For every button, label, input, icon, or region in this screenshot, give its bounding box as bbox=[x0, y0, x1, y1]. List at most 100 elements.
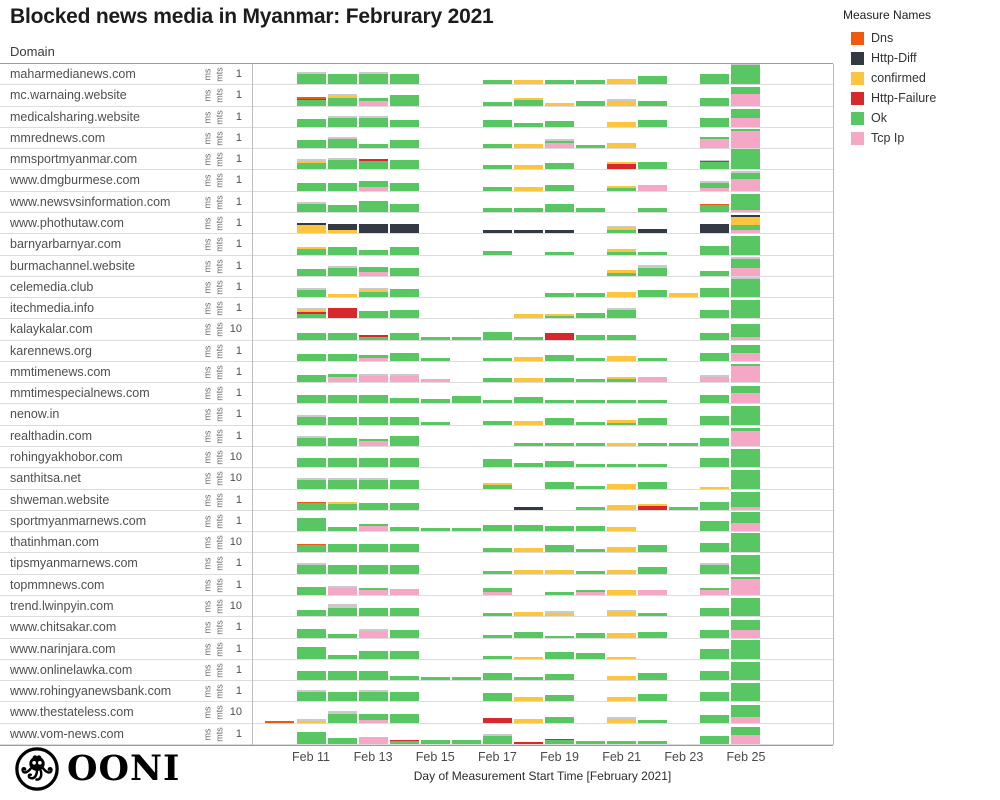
bar-segment-cf[interactable] bbox=[607, 228, 637, 231]
bar-segment-cf[interactable] bbox=[607, 269, 637, 273]
bar-feb11[interactable] bbox=[296, 332, 326, 340]
bar-segment-ok[interactable] bbox=[700, 648, 730, 659]
bar-segment-ok[interactable] bbox=[700, 438, 730, 447]
bar-feb21[interactable] bbox=[607, 697, 637, 702]
bar-segment-cf[interactable] bbox=[545, 569, 575, 574]
bar-segment-hf[interactable] bbox=[296, 98, 326, 100]
bar-segment-ok[interactable] bbox=[482, 548, 512, 553]
bar-feb25[interactable] bbox=[731, 364, 761, 383]
bar-feb14[interactable] bbox=[389, 502, 419, 510]
bar-feb25[interactable] bbox=[731, 149, 761, 170]
bar-segment-ok[interactable] bbox=[700, 270, 730, 276]
bar-segment-ok[interactable] bbox=[358, 692, 388, 702]
bar-feb21[interactable] bbox=[607, 98, 637, 106]
bar-feb20[interactable] bbox=[576, 570, 606, 574]
bar-feb24[interactable] bbox=[700, 648, 730, 659]
domain-label[interactable]: medicalsharing.website bbox=[10, 109, 140, 124]
domain-label[interactable]: kalaykalar.com bbox=[10, 322, 93, 337]
bar-segment-gr[interactable] bbox=[607, 98, 637, 101]
bar-feb22[interactable] bbox=[638, 400, 668, 404]
bar-segment-cf[interactable] bbox=[669, 293, 699, 298]
bar-feb18[interactable] bbox=[513, 548, 543, 553]
bar-segment-ok[interactable] bbox=[420, 528, 450, 532]
bar-segment-ok[interactable] bbox=[700, 543, 730, 553]
bar-segment-gr[interactable] bbox=[607, 308, 637, 311]
bar-segment-cf[interactable] bbox=[327, 95, 357, 98]
bar-segment-tcp[interactable] bbox=[731, 178, 761, 191]
bar-segment-tcp[interactable] bbox=[731, 393, 761, 404]
bar-segment-ok[interactable] bbox=[700, 97, 730, 106]
bar-segment-ok[interactable] bbox=[731, 129, 761, 132]
bar-segment-ok[interactable] bbox=[638, 673, 668, 681]
bar-feb22[interactable] bbox=[638, 545, 668, 553]
bar-segment-ok[interactable] bbox=[731, 405, 761, 425]
bar-segment-ok[interactable] bbox=[700, 415, 730, 425]
bar-feb25[interactable] bbox=[731, 639, 761, 659]
bar-feb25[interactable] bbox=[731, 683, 761, 702]
bar-segment-tcp[interactable] bbox=[700, 589, 730, 595]
bar-segment-cf[interactable] bbox=[296, 225, 326, 234]
bar-segment-cf[interactable] bbox=[513, 356, 543, 361]
bar-segment-ok[interactable] bbox=[389, 289, 419, 298]
bar-feb19[interactable] bbox=[545, 635, 575, 638]
bar-feb18[interactable] bbox=[513, 443, 543, 447]
bar-feb18[interactable] bbox=[513, 420, 543, 425]
bar-feb15[interactable] bbox=[420, 739, 450, 744]
bar-feb14[interactable] bbox=[389, 588, 419, 595]
bar-segment-ok[interactable] bbox=[327, 182, 357, 191]
bar-segment-ok[interactable] bbox=[545, 417, 575, 425]
bar-segment-ok[interactable] bbox=[700, 182, 730, 188]
bar-segment-tcp[interactable] bbox=[389, 376, 419, 383]
bar-segment-cf[interactable] bbox=[607, 355, 637, 361]
bar-feb19[interactable] bbox=[545, 203, 575, 212]
bar-segment-ok[interactable] bbox=[296, 545, 326, 553]
bar-feb18[interactable] bbox=[513, 230, 543, 234]
bar-segment-ok[interactable] bbox=[296, 314, 326, 319]
bar-segment-gr[interactable] bbox=[296, 159, 326, 162]
bar-segment-tcp[interactable] bbox=[358, 736, 388, 744]
bar-segment-dns[interactable] bbox=[296, 501, 326, 503]
bar-segment-ok[interactable] bbox=[731, 533, 761, 553]
bar-segment-ok[interactable] bbox=[389, 479, 419, 489]
bar-feb21[interactable] bbox=[607, 504, 637, 510]
bar-segment-cf[interactable] bbox=[700, 486, 730, 489]
bar-segment-ok[interactable] bbox=[358, 311, 388, 319]
bar-feb14[interactable] bbox=[389, 676, 419, 681]
bar-segment-ok[interactable] bbox=[296, 671, 326, 681]
bar-feb19[interactable] bbox=[545, 417, 575, 425]
domain-label[interactable]: rohingyakhobor.com bbox=[10, 450, 123, 465]
bar-feb11[interactable] bbox=[296, 375, 326, 383]
bar-feb19[interactable] bbox=[545, 738, 575, 744]
domain-label[interactable]: tipsmyanmarnews.com bbox=[10, 556, 138, 571]
bar-segment-hf[interactable] bbox=[545, 332, 575, 340]
bar-feb22[interactable] bbox=[638, 119, 668, 127]
bar-feb12[interactable] bbox=[327, 737, 357, 744]
bar-segment-ok[interactable] bbox=[545, 163, 575, 170]
bar-feb21[interactable] bbox=[607, 185, 637, 191]
bar-segment-ok[interactable] bbox=[669, 443, 699, 447]
bar-feb12[interactable] bbox=[327, 544, 357, 553]
bar-segment-ok[interactable] bbox=[389, 267, 419, 276]
bar-feb19[interactable] bbox=[545, 443, 575, 447]
bar-segment-ok[interactable] bbox=[482, 525, 512, 532]
bar-feb22[interactable] bbox=[638, 740, 668, 744]
bar-segment-gr[interactable] bbox=[607, 610, 637, 613]
bar-feb19[interactable] bbox=[545, 674, 575, 681]
bar-feb19[interactable] bbox=[545, 400, 575, 404]
bar-segment-ok[interactable] bbox=[327, 74, 357, 85]
bar-segment-ok[interactable] bbox=[700, 204, 730, 212]
bar-segment-hf[interactable] bbox=[700, 161, 730, 163]
bar-segment-ok[interactable] bbox=[638, 417, 668, 425]
bar-segment-ok[interactable] bbox=[358, 266, 388, 272]
bar-feb18[interactable] bbox=[513, 525, 543, 532]
bar-segment-ok[interactable] bbox=[731, 491, 761, 507]
bar-feb15[interactable] bbox=[420, 379, 450, 383]
domain-label[interactable]: maharmedianews.com bbox=[10, 67, 136, 81]
bar-segment-cf[interactable] bbox=[513, 420, 543, 425]
bar-segment-ok[interactable] bbox=[545, 400, 575, 404]
bar-feb12[interactable] bbox=[327, 74, 357, 85]
bar-feb21[interactable] bbox=[607, 483, 637, 489]
bar-feb24[interactable] bbox=[700, 74, 730, 85]
bar-feb13[interactable] bbox=[358, 628, 388, 638]
bar-segment-gr[interactable] bbox=[700, 375, 730, 378]
